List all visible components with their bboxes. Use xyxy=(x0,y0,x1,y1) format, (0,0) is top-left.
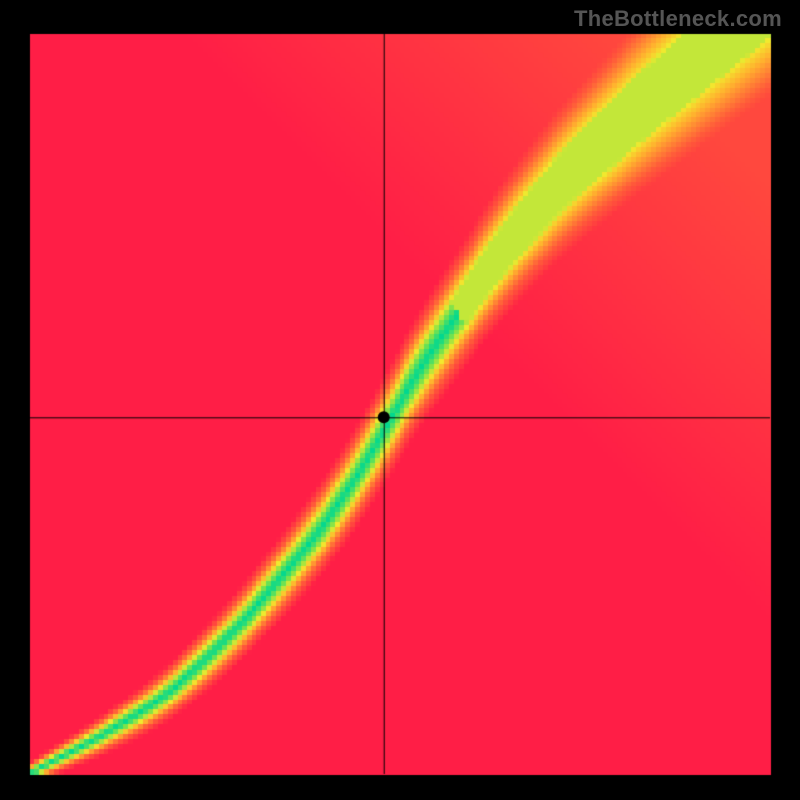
bottleneck-heatmap xyxy=(0,0,800,800)
page-root: TheBottleneck.com xyxy=(0,0,800,800)
watermark-label: TheBottleneck.com xyxy=(574,6,782,32)
